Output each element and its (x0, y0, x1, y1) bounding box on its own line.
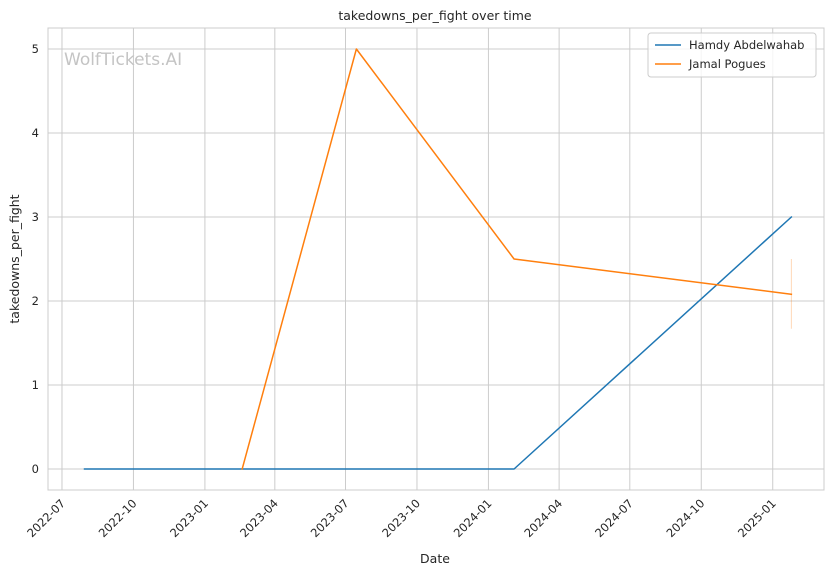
y-axis-label: takedowns_per_fight (7, 194, 22, 323)
legend: Hamdy Abdelwahab Jamal Pogues (647, 32, 817, 78)
legend-label: Jamal Pogues (688, 57, 766, 71)
legend-box (647, 32, 817, 78)
legend-label: Hamdy Abdelwahab (689, 38, 804, 52)
series-line-0 (83, 215, 793, 470)
plot-frame (47, 27, 825, 491)
x-axis-label: Date (420, 551, 450, 566)
series-line-1 (241, 48, 793, 470)
y-tick-label: 0 (32, 462, 39, 476)
grid (48, 28, 824, 490)
legend-entries: Hamdy Abdelwahab Jamal Pogues (655, 38, 804, 71)
y-tick-label: 2 (32, 294, 39, 308)
y-tick-label: 4 (32, 126, 39, 140)
y-tick-label: 1 (32, 378, 39, 392)
series-lines (83, 48, 793, 470)
chart-title: takedowns_per_fight over time (338, 8, 532, 23)
y-tick-label: 5 (32, 42, 39, 56)
watermark: WolfTickets.AI (64, 50, 182, 70)
y-tick-label: 3 (32, 210, 39, 224)
